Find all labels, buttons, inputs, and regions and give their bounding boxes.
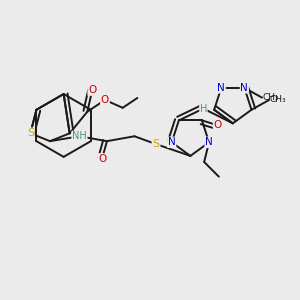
Text: N: N xyxy=(218,83,225,93)
Text: O: O xyxy=(101,95,109,105)
Text: CH₃: CH₃ xyxy=(262,93,279,102)
Text: H: H xyxy=(200,103,207,114)
Text: S: S xyxy=(27,128,34,138)
Text: NH: NH xyxy=(72,131,87,141)
Text: S: S xyxy=(152,139,160,149)
Text: N: N xyxy=(241,83,248,93)
Text: O: O xyxy=(98,154,106,164)
Text: O: O xyxy=(88,85,96,95)
Text: N: N xyxy=(168,137,176,147)
Text: CH₃: CH₃ xyxy=(269,95,286,104)
Text: N: N xyxy=(205,137,213,147)
Text: O: O xyxy=(214,120,222,130)
